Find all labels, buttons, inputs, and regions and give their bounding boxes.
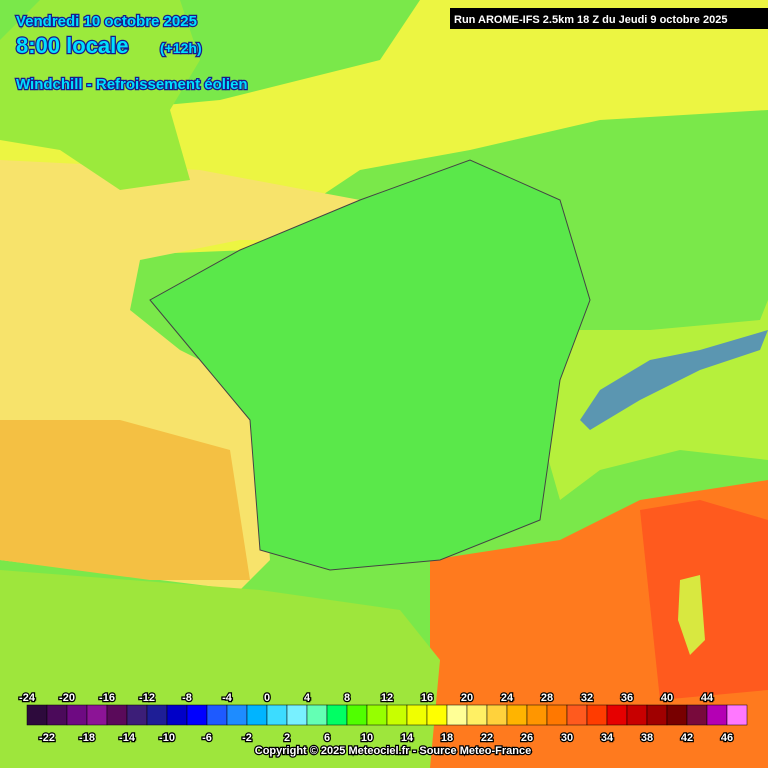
- legend-swatch: [646, 704, 668, 726]
- legend-label: 26: [521, 732, 533, 744]
- legend-swatch: [386, 704, 408, 726]
- legend-label: 14: [401, 732, 414, 744]
- france-border: [149, 159, 591, 571]
- legend-swatch: [686, 704, 708, 726]
- legend-label: -20: [59, 692, 75, 704]
- legend-swatch: [706, 704, 728, 726]
- legend-label: -4: [222, 692, 233, 704]
- legend-label: -8: [182, 692, 192, 704]
- legend-swatch: [346, 704, 368, 726]
- legend-swatch: [146, 704, 168, 726]
- legend-label: -16: [99, 692, 115, 704]
- legend-label: 10: [361, 732, 373, 744]
- alps-cold: [580, 330, 768, 430]
- biscay-warm: [0, 420, 250, 580]
- product-name: Windchill - Refroissement éolien: [16, 76, 248, 93]
- legend-swatch: [526, 704, 548, 726]
- legend-label: -2: [242, 732, 252, 744]
- legend-swatch: [666, 704, 688, 726]
- britain: [0, 0, 200, 190]
- forecast-time: 8:00 locale: [16, 33, 129, 58]
- legend-label: 36: [621, 692, 633, 704]
- legend-swatch: [26, 704, 48, 726]
- legend-swatch: [286, 704, 308, 726]
- legend-swatch: [486, 704, 508, 726]
- legend-label: 46: [721, 732, 733, 744]
- mediterranean-south: [640, 500, 768, 700]
- legend-swatch: [166, 704, 188, 726]
- legend-swatch: [446, 704, 468, 726]
- legend-swatch: [66, 704, 88, 726]
- legend-swatch: [406, 704, 428, 726]
- legend-label: 20: [461, 692, 473, 704]
- legend-label: 24: [501, 692, 514, 704]
- legend-label: -14: [119, 732, 136, 744]
- legend-swatch: [186, 704, 208, 726]
- legend-label: 18: [441, 732, 453, 744]
- legend-swatch: [426, 704, 448, 726]
- legend-label: 8: [344, 692, 350, 704]
- legend-swatch: [586, 704, 608, 726]
- legend-label: 38: [641, 732, 653, 744]
- legend-label: -24: [19, 692, 36, 704]
- legend-swatch: [626, 704, 648, 726]
- legend-label: 4: [304, 692, 311, 704]
- forecast-offset: (+12h): [160, 40, 202, 56]
- legend: -24-22-20-18-16-14-12-10-8-6-4-202468101…: [18, 691, 748, 745]
- legend-swatch: [206, 704, 228, 726]
- legend-label: 32: [581, 692, 593, 704]
- legend-swatch: [326, 704, 348, 726]
- legend-label: 42: [681, 732, 693, 744]
- legend-label: 0: [264, 692, 270, 704]
- run-box: [450, 8, 768, 29]
- legend-label: 16: [421, 692, 433, 704]
- forecast-date: Vendredi 10 octobre 2025: [16, 13, 197, 30]
- legend-swatch: [306, 704, 328, 726]
- legend-swatch: [126, 704, 148, 726]
- legend-label: 34: [601, 732, 614, 744]
- legend-swatch: [606, 704, 628, 726]
- legend-label: 2: [284, 732, 290, 744]
- legend-swatch: [506, 704, 528, 726]
- legend-swatch: [266, 704, 288, 726]
- legend-swatch: [226, 704, 248, 726]
- legend-swatch: [366, 704, 388, 726]
- legend-label: 12: [381, 692, 393, 704]
- legend-swatch: [86, 704, 108, 726]
- legend-label: 6: [324, 732, 330, 744]
- run-info: Run AROME-IFS 2.5km 18 Z du Jeudi 9 octo…: [454, 14, 727, 26]
- legend-swatch: [466, 704, 488, 726]
- legend-label: 22: [481, 732, 493, 744]
- legend-label: -6: [202, 732, 212, 744]
- legend-swatch: [546, 704, 568, 726]
- france: [150, 160, 590, 570]
- legend-label: 40: [661, 692, 673, 704]
- corsica: [678, 575, 705, 655]
- legend-swatch: [106, 704, 128, 726]
- legend-label: -18: [79, 732, 95, 744]
- legend-label: 28: [541, 692, 553, 704]
- legend-label: -12: [139, 692, 155, 704]
- legend-label: -22: [39, 732, 55, 744]
- legend-label: 44: [701, 692, 714, 704]
- copyright: Copyright © 2025 Meteociel.fr - Source M…: [255, 745, 531, 757]
- legend-label: 30: [561, 732, 573, 744]
- legend-swatch: [726, 704, 748, 726]
- legend-label: -10: [159, 732, 175, 744]
- legend-swatch: [46, 704, 68, 726]
- legend-swatch: [566, 704, 588, 726]
- legend-swatch: [246, 704, 268, 726]
